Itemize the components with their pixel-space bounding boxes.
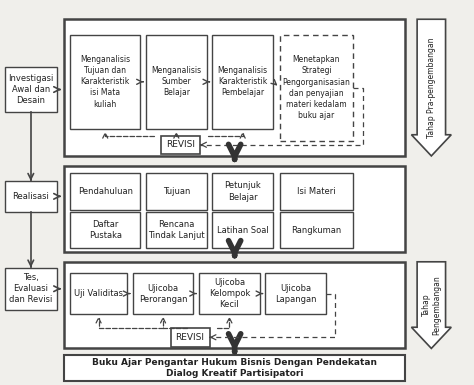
Bar <box>265 273 326 314</box>
Polygon shape <box>411 262 451 348</box>
Bar <box>133 273 193 314</box>
Bar <box>5 181 57 212</box>
Bar <box>212 35 273 129</box>
Polygon shape <box>411 19 451 156</box>
Text: Buku Ajar Pengantar Hukum Bisnis Dengan Pendekatan
Dialog Kreatif Partisipatori: Buku Ajar Pengantar Hukum Bisnis Dengan … <box>92 358 377 378</box>
Text: Petunjuk
Belajar: Petunjuk Belajar <box>224 181 261 202</box>
Text: REVISI: REVISI <box>175 333 205 342</box>
Text: REVISI: REVISI <box>166 140 195 149</box>
Bar <box>70 273 127 314</box>
Text: Uji Validitas: Uji Validitas <box>74 289 123 298</box>
Bar <box>199 273 260 314</box>
Text: Ujicoba
Perorangan: Ujicoba Perorangan <box>139 283 187 304</box>
Text: Menganalisis
Karakteristik
Pembelajar: Menganalisis Karakteristik Pembelajar <box>218 66 268 97</box>
Text: Menganalisis
Sumber
Belajar: Menganalisis Sumber Belajar <box>151 66 201 97</box>
Text: Menetapkan
Strategi
Pengorganisasian
dan penyajian
materi kedalam
buku ajar: Menetapkan Strategi Pengorganisasian dan… <box>283 55 350 120</box>
Bar <box>146 173 207 210</box>
Bar <box>280 35 353 141</box>
Bar <box>161 136 200 154</box>
Bar <box>5 268 57 310</box>
Text: Rencana
Tindak Lanjut: Rencana Tindak Lanjut <box>148 220 205 240</box>
Text: Daftar
Pustaka: Daftar Pustaka <box>89 220 122 240</box>
Bar <box>70 173 140 210</box>
Bar <box>64 19 405 156</box>
Bar <box>70 35 140 129</box>
Bar <box>280 173 353 210</box>
Text: Isi Materi: Isi Materi <box>297 187 336 196</box>
Text: Investigasi
Awal dan
Desain: Investigasi Awal dan Desain <box>8 74 54 105</box>
Bar <box>146 212 207 248</box>
Bar <box>212 173 273 210</box>
Text: Tahap
Pengembangan: Tahap Pengembangan <box>422 275 441 335</box>
Bar <box>146 35 207 129</box>
Text: Realisasi: Realisasi <box>12 192 49 201</box>
Text: Rangkuman: Rangkuman <box>291 226 342 234</box>
Bar <box>5 67 57 112</box>
Bar <box>212 212 273 248</box>
Bar <box>64 355 405 381</box>
Text: Tes,
Evaluasi
dan Revisi: Tes, Evaluasi dan Revisi <box>9 273 53 305</box>
Text: Ujicoba
Lapangan: Ujicoba Lapangan <box>275 283 317 304</box>
Bar <box>171 328 210 346</box>
Text: Ujicoba
Kelompok
Kecil: Ujicoba Kelompok Kecil <box>209 278 250 309</box>
Bar <box>70 212 140 248</box>
Text: Tahap Pra-pengembangan: Tahap Pra-pengembangan <box>427 37 436 138</box>
Bar <box>64 166 405 252</box>
Text: Tujuan: Tujuan <box>163 187 190 196</box>
Bar <box>64 262 405 348</box>
Text: Pendahuluan: Pendahuluan <box>78 187 133 196</box>
Text: Latihan Soal: Latihan Soal <box>217 226 269 234</box>
Bar <box>280 212 353 248</box>
Text: Menganalisis
Tujuan dan
Karakteristik
isi Mata
kuliah: Menganalisis Tujuan dan Karakteristik is… <box>80 55 130 109</box>
